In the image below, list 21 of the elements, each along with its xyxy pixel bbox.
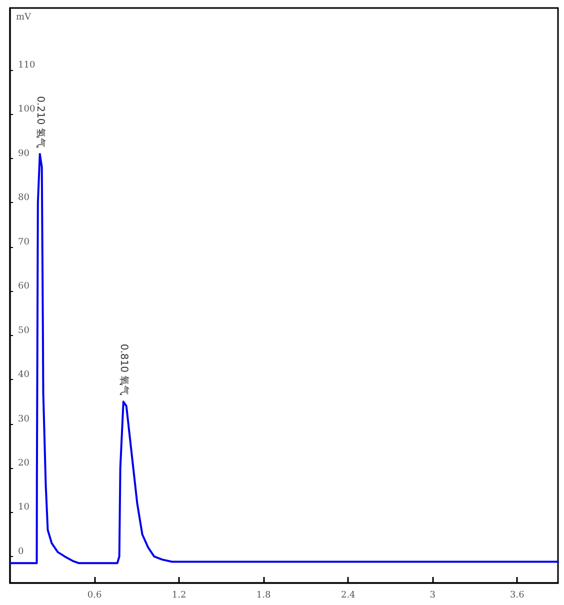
y-tick-label: 30 — [18, 414, 30, 424]
x-tick-label: 3.6 — [510, 590, 525, 600]
y-tick-label: 40 — [18, 370, 30, 380]
x-tick-label: 0.6 — [87, 590, 102, 600]
annotation: 0.210 氢气 — [34, 96, 46, 148]
y-tick-label: 80 — [18, 193, 30, 204]
y-tick-label: 0 — [18, 546, 24, 557]
annotation: 0.810 氧气 — [118, 344, 130, 396]
y-tick-label: 110 — [18, 60, 36, 70]
x-tick-label: 2.4 — [340, 590, 356, 600]
y-axis-title: mV — [16, 12, 32, 22]
y-tick-label: 10 — [18, 502, 30, 513]
y-tick-label: 90 — [18, 148, 30, 159]
y-tick-label: 60 — [18, 282, 30, 292]
y-tick-label: 20 — [18, 458, 30, 468]
y-tick-label: 70 — [18, 237, 30, 248]
y-tick-label: 100 — [18, 104, 36, 115]
x-tick-label: 3 — [430, 590, 436, 600]
y-tick-label: 50 — [18, 326, 30, 336]
x-tick-label: 1.2 — [172, 590, 186, 600]
x-tick-label: 1.8 — [256, 590, 271, 600]
